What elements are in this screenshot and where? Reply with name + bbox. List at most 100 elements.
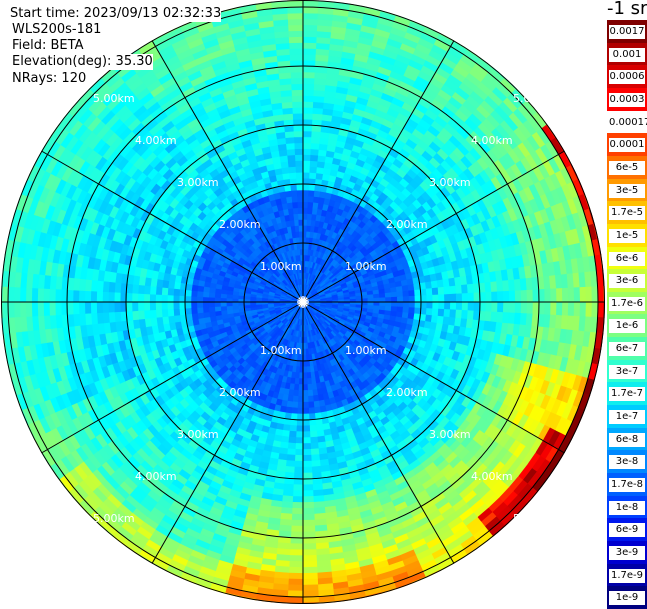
- data-cell: [173, 295, 179, 302]
- data-cell: [450, 302, 456, 310]
- data-cell: [503, 313, 510, 324]
- data-cell: [209, 311, 216, 317]
- data-cell: [444, 302, 450, 310]
- data-cell: [426, 309, 432, 316]
- data-cell: [497, 302, 503, 313]
- data-cell: [390, 287, 397, 293]
- data-cell: [293, 396, 299, 402]
- data-cell: [310, 431, 317, 437]
- data-cell: [309, 184, 315, 190]
- data-cell: [303, 196, 309, 202]
- data-cell: [420, 308, 426, 315]
- data-cell: [486, 292, 492, 302]
- data-cell: [486, 302, 492, 312]
- data-cell: [433, 295, 439, 302]
- data-cell: [432, 288, 438, 295]
- data-cell: [303, 508, 314, 514]
- data-cell: [114, 302, 120, 312]
- data-cell: [310, 167, 317, 173]
- data-cell: [185, 302, 191, 308]
- data-cell: [293, 479, 303, 485]
- data-cell: [79, 302, 85, 314]
- data-cell: [306, 367, 310, 373]
- data-cell: [592, 302, 598, 317]
- data-cell: [503, 280, 510, 291]
- data-cell: [311, 460, 320, 467]
- data-cell: [298, 396, 303, 402]
- data-cell: [539, 302, 545, 315]
- data-cell: [285, 466, 294, 473]
- data-cell: [374, 298, 380, 302]
- data-cell: [97, 291, 103, 302]
- data-cell: [311, 137, 320, 144]
- data-cell: [309, 414, 315, 420]
- data-cell: [192, 313, 199, 319]
- data-cell: [168, 309, 174, 316]
- data-cell: [303, 532, 315, 538]
- data-cell: [132, 284, 139, 293]
- data-cell: [303, 573, 318, 579]
- data-cell: [173, 309, 179, 316]
- data-cell: [311, 455, 320, 462]
- data-cell: [421, 296, 427, 303]
- data-cell: [179, 289, 185, 296]
- data-cell: [73, 302, 79, 314]
- data-cell: [303, 107, 313, 113]
- data-cell: [287, 597, 303, 603]
- data-cell: [156, 287, 163, 295]
- data-cell: [303, 25, 318, 31]
- data-cell: [293, 496, 304, 502]
- data-cell: [150, 310, 157, 318]
- data-cell: [444, 309, 451, 317]
- data-cell: [415, 308, 421, 314]
- data-cell: [209, 297, 215, 302]
- data-cell: [126, 302, 132, 311]
- data-cell: [497, 292, 503, 303]
- data-cell: [303, 1, 319, 7]
- data-cell: [32, 288, 38, 302]
- data-cell: [14, 302, 20, 317]
- data-cell: [386, 302, 392, 307]
- data-cell: [303, 455, 311, 461]
- data-cell: [8, 302, 14, 317]
- data-cell: [197, 296, 203, 302]
- data-cell: [373, 294, 379, 298]
- data-cell: [173, 302, 179, 309]
- data-cell: [288, 585, 303, 591]
- data-cell: [138, 310, 145, 319]
- data-cell: [303, 597, 319, 603]
- data-cell: [162, 287, 168, 295]
- data-cell: [290, 544, 303, 550]
- data-cell: [307, 384, 312, 390]
- data-cell: [297, 414, 303, 420]
- data-cell: [292, 508, 303, 514]
- data-cell: [562, 288, 568, 302]
- data-cell: [120, 292, 126, 302]
- data-cell: [132, 302, 138, 311]
- data-cell: [303, 550, 316, 556]
- data-cell: [515, 302, 521, 313]
- data-cell: [467, 284, 474, 293]
- data-cell: [120, 302, 126, 312]
- data-cell: [161, 295, 167, 302]
- data-cell: [156, 294, 162, 302]
- data-cell: [312, 131, 321, 138]
- data-cell: [289, 555, 303, 561]
- data-cell: [303, 219, 307, 225]
- data-cell: [308, 396, 314, 402]
- data-cell: [303, 160, 310, 166]
- data-cell: [313, 102, 324, 109]
- data-cell: [108, 302, 114, 312]
- data-cell: [303, 190, 309, 196]
- data-cell: [289, 561, 303, 567]
- data-cell: [67, 302, 73, 314]
- data-cell: [303, 19, 318, 25]
- data-cell: [433, 302, 439, 309]
- data-cell: [85, 291, 91, 302]
- data-cell: [91, 302, 97, 313]
- data-cell: [291, 520, 303, 526]
- data-cell: [168, 288, 174, 295]
- data-cell: [197, 302, 203, 308]
- data-cell: [238, 305, 244, 309]
